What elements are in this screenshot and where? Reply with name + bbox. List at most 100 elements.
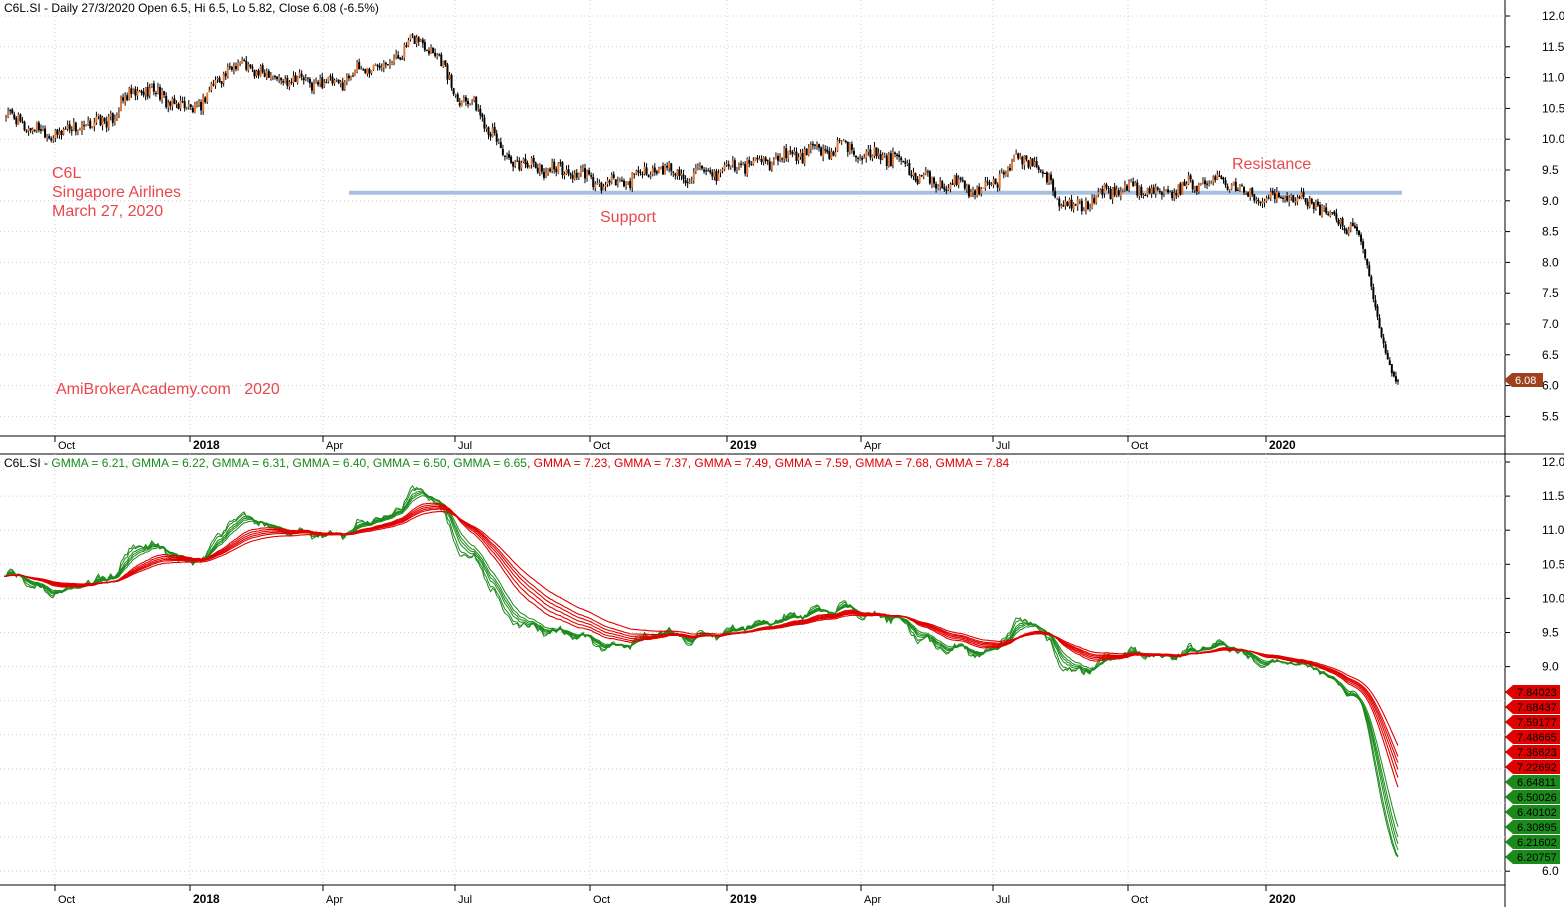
candle-body (333, 80, 336, 84)
candle-body (171, 98, 174, 106)
gmma-x-tick-label: 2019 (730, 892, 757, 906)
candle-body (641, 173, 644, 175)
candle-body (175, 103, 178, 105)
candle-body (912, 172, 915, 177)
candle-body (191, 108, 194, 113)
candle-body (374, 64, 377, 66)
candle-body (1220, 176, 1223, 180)
candle-body (834, 152, 837, 157)
candle-body (1173, 193, 1176, 199)
candle-body (1290, 194, 1293, 198)
candle-body (204, 97, 207, 103)
candle-body (1339, 219, 1342, 225)
candle-body (95, 116, 98, 123)
candle-body (259, 66, 262, 77)
price-x-tick-label: Oct (58, 440, 75, 452)
candle-body (1386, 352, 1389, 360)
candle-body (933, 177, 936, 184)
candle-body (1394, 376, 1397, 382)
candle-body (493, 126, 496, 134)
candle-body (1343, 227, 1346, 231)
candle-body (727, 164, 730, 167)
price-y-tick-label: 6.5 (1542, 348, 1559, 362)
candle-body (980, 188, 983, 194)
candle-body (852, 150, 855, 155)
candle-body (1240, 185, 1243, 187)
candle-body (1033, 161, 1036, 167)
candle-body (534, 162, 537, 169)
candle-body (1128, 181, 1131, 190)
price-y-tick-label: 11.5 (1542, 40, 1564, 54)
candle-body (982, 187, 985, 189)
candle-body (1296, 197, 1299, 203)
candle-body (811, 143, 814, 146)
candle-body (255, 71, 258, 76)
candle-body (282, 81, 285, 83)
candle-body (988, 182, 991, 185)
candle-body (181, 101, 184, 103)
candle-body (976, 187, 979, 195)
candle-body (737, 164, 740, 168)
candle-body (304, 77, 307, 80)
gmma-gridlines (0, 454, 1505, 885)
candle-body (1357, 230, 1360, 235)
candle-body (590, 175, 593, 177)
candle-body (1310, 198, 1313, 204)
candle-body (577, 173, 580, 178)
candle-body (793, 151, 796, 155)
gmma-x-tick-label: Jul (996, 894, 1010, 906)
candle-body (1279, 196, 1282, 199)
candle-body (896, 154, 899, 156)
candle-body (637, 170, 640, 173)
candle-body (1397, 380, 1399, 382)
candle-body (972, 189, 975, 193)
candle-body (820, 147, 823, 156)
candle-body (1115, 189, 1118, 196)
candle-body (1095, 195, 1098, 203)
candle-body (1154, 187, 1157, 194)
candle-body (1019, 155, 1022, 160)
candle-body (372, 64, 375, 70)
candle-body (1160, 192, 1163, 195)
candle-body (436, 54, 439, 57)
candle-body (1224, 180, 1227, 186)
candle-body (251, 66, 254, 69)
candle-body (1321, 206, 1324, 217)
candle-body (1119, 191, 1122, 197)
price-y-tick-label: 12.0 (1542, 9, 1564, 23)
candle-body (575, 172, 578, 178)
candle-body (1195, 185, 1198, 192)
candle-body (376, 64, 379, 67)
candle-body (286, 77, 289, 86)
candle-body (723, 165, 726, 170)
candle-body (1216, 174, 1219, 180)
candle-body (1265, 198, 1268, 202)
candle-body (889, 153, 892, 167)
candle-body (87, 120, 90, 125)
gmma-y-tick-label: 11.0 (1542, 523, 1564, 537)
candle-body (187, 104, 190, 107)
candle-body (592, 177, 595, 188)
price-y-tick-label: 9.5 (1542, 163, 1559, 177)
candle-body (208, 89, 211, 92)
gmma-y-tick-label: 11.5 (1542, 489, 1564, 503)
candle-body (85, 124, 88, 126)
candle-body (551, 162, 554, 171)
candle-body (33, 130, 36, 132)
candle-body (1076, 199, 1079, 207)
candle-body (694, 168, 697, 172)
candle-body (1349, 223, 1352, 230)
candle-body (928, 171, 931, 184)
gmma-header-short-value: , GMMA = 6.40 (286, 456, 367, 470)
candle-body (885, 155, 888, 166)
candle-body (1068, 199, 1071, 207)
candle-body (855, 155, 858, 158)
candle-body (1093, 197, 1096, 203)
candle-body (651, 168, 654, 175)
gmma-y-tick-label: 6.0 (1542, 864, 1559, 878)
candle-body (883, 155, 886, 157)
candle-body (618, 180, 621, 182)
candle-body (875, 147, 878, 157)
price-gridlines (0, 0, 1505, 436)
candle-body (1275, 191, 1278, 201)
